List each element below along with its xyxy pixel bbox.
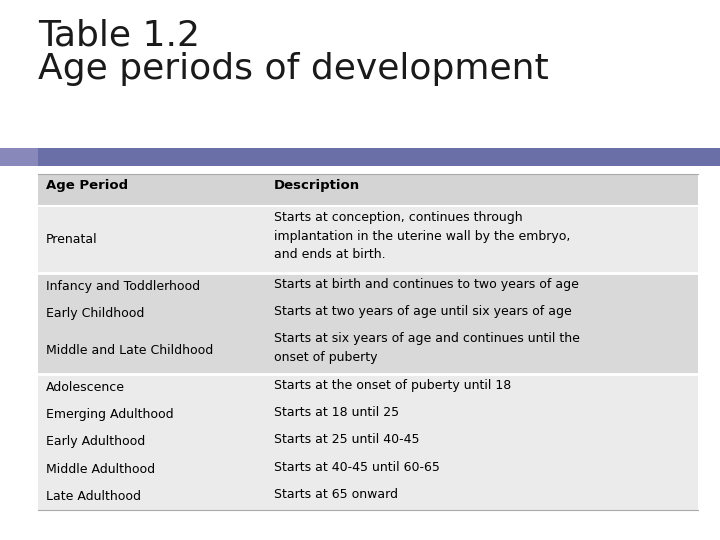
Bar — [38, 174, 698, 206]
Text: Age periods of development: Age periods of development — [38, 52, 549, 86]
Text: Starts at 18 until 25: Starts at 18 until 25 — [274, 406, 399, 419]
Text: Description: Description — [274, 179, 360, 192]
Bar — [38, 148, 720, 166]
Text: Starts at two years of age until six years of age: Starts at two years of age until six yea… — [274, 305, 572, 318]
Text: Starts at six years of age and continues until the
onset of puberty: Starts at six years of age and continues… — [274, 332, 580, 363]
Text: Emerging Adulthood: Emerging Adulthood — [46, 408, 174, 421]
Text: Late Adulthood: Late Adulthood — [46, 490, 141, 503]
Text: Starts at 40-45 until 60-65: Starts at 40-45 until 60-65 — [274, 461, 440, 474]
Text: Starts at 25 until 40-45: Starts at 25 until 40-45 — [274, 434, 419, 447]
Text: Prenatal: Prenatal — [46, 233, 98, 246]
Text: Starts at 65 onward: Starts at 65 onward — [274, 488, 397, 501]
Text: Middle Adulthood: Middle Adulthood — [46, 463, 155, 476]
Text: Starts at conception, continues through
implantation in the uterine wall by the : Starts at conception, continues through … — [274, 211, 570, 261]
Text: Early Adulthood: Early Adulthood — [46, 435, 145, 449]
Bar — [38, 273, 698, 374]
Text: Age Period: Age Period — [46, 179, 128, 192]
Text: Table 1.2: Table 1.2 — [38, 18, 200, 52]
Text: Starts at birth and continues to two years of age: Starts at birth and continues to two yea… — [274, 278, 579, 291]
Bar — [38, 374, 698, 510]
Bar — [0, 148, 38, 166]
Text: Infancy and Toddlerhood: Infancy and Toddlerhood — [46, 280, 200, 293]
Text: Middle and Late Childhood: Middle and Late Childhood — [46, 344, 213, 357]
Text: Starts at the onset of puberty until 18: Starts at the onset of puberty until 18 — [274, 379, 511, 392]
Text: Early Childhood: Early Childhood — [46, 307, 145, 320]
Bar — [38, 206, 698, 273]
Text: Adolescence: Adolescence — [46, 381, 125, 394]
